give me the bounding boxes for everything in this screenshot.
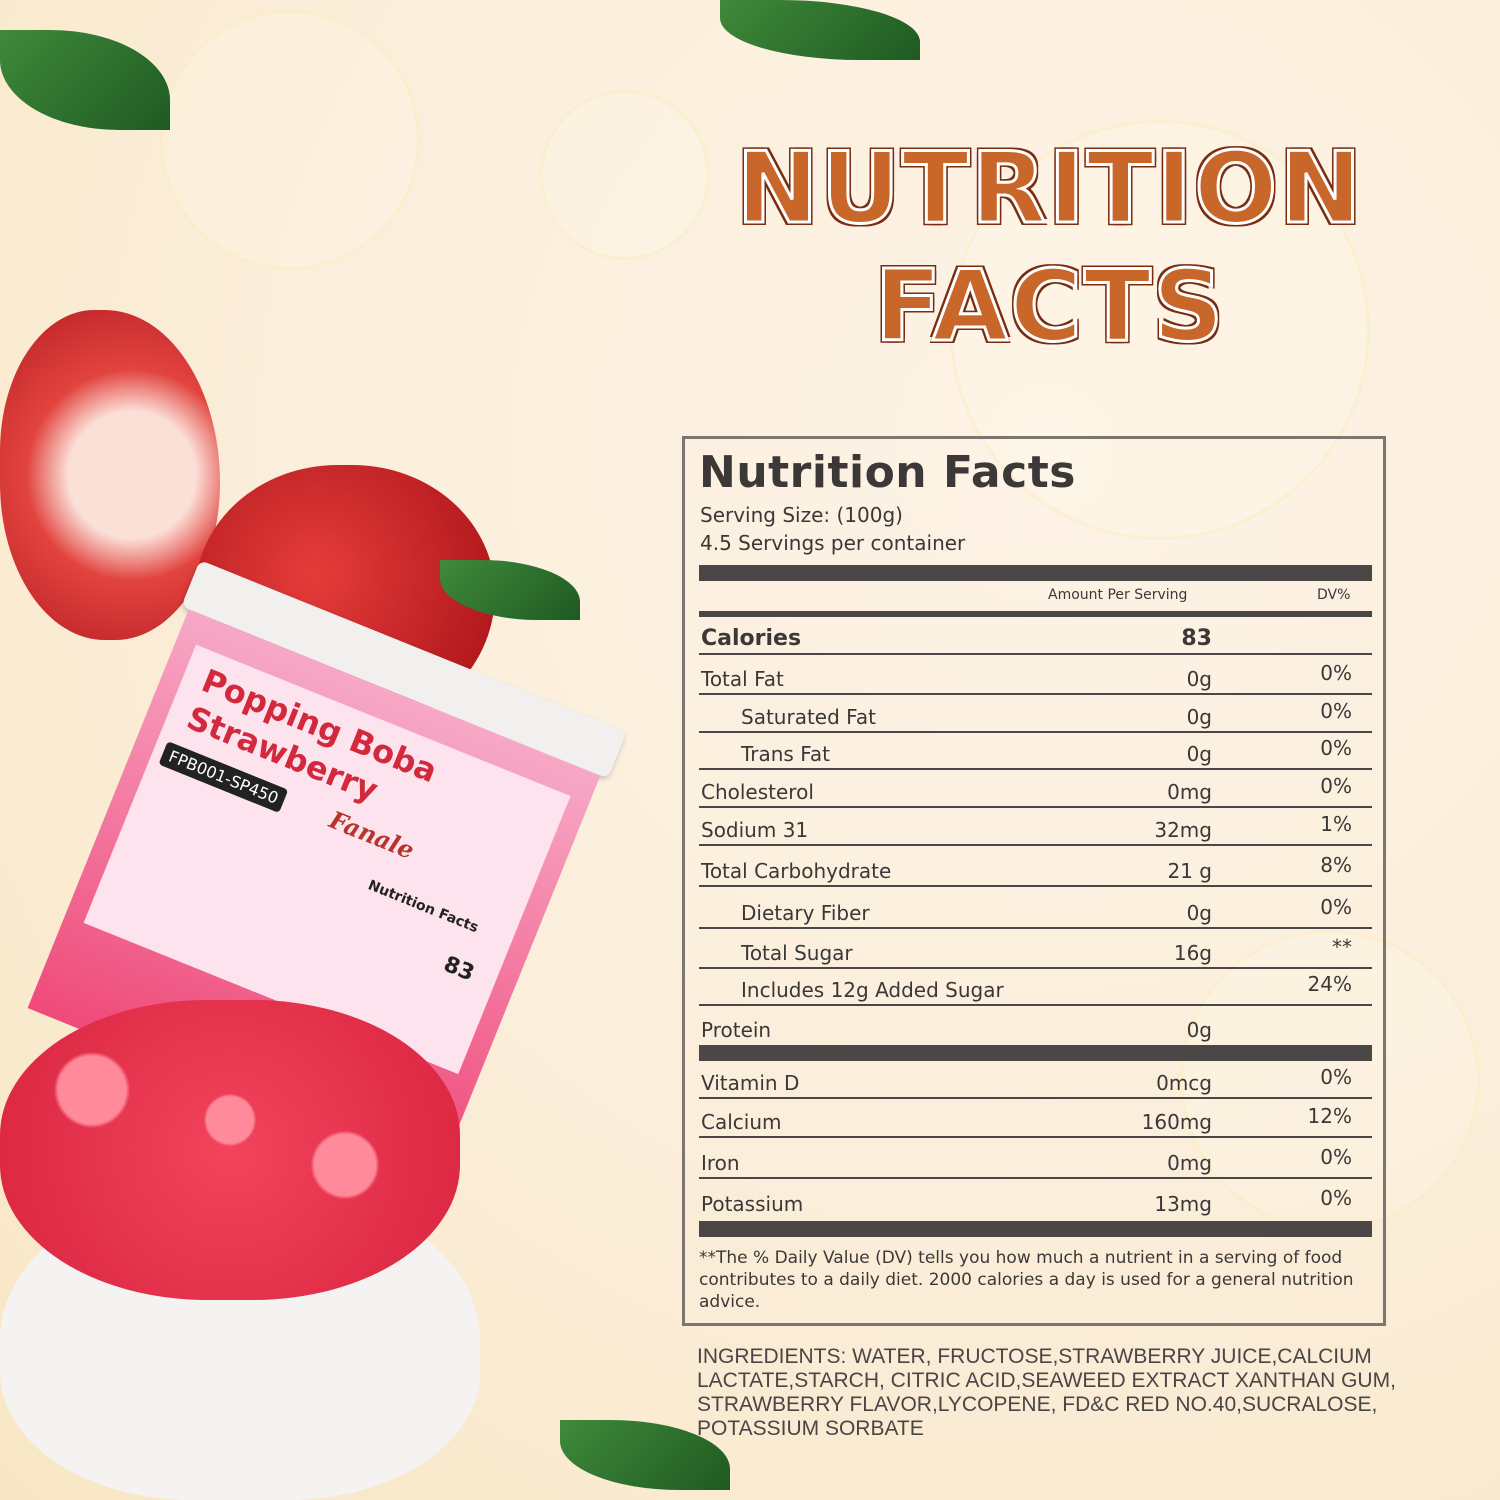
nutrition-row: Iron 0mg 0% <box>699 1141 1372 1179</box>
nutrient-name: Saturated Fat <box>741 705 876 729</box>
divider <box>699 611 1372 617</box>
nutrient-amount: 13mg <box>1154 1192 1212 1216</box>
nutrition-row: Saturated Fat 0g 0% <box>699 695 1372 733</box>
nutrient-amount: 0mg <box>1167 780 1212 804</box>
nutrient-amount: 21 g <box>1167 859 1212 883</box>
title-line-1: NUTRITION <box>735 131 1364 248</box>
nutrient-name: Total Carbohydrate <box>701 859 892 883</box>
nutrient-amount: 0mcg <box>1156 1071 1212 1095</box>
leaf-image <box>0 30 170 130</box>
nutrient-name: Calcium <box>701 1110 782 1134</box>
nutrition-row: Sodium 31 32mg 1% <box>699 808 1372 846</box>
nutrient-dv: 0% <box>1320 1065 1352 1089</box>
nutrition-row: Protein 0g <box>699 1006 1372 1044</box>
nutrient-dv: 8% <box>1320 853 1352 877</box>
nutrient-name: Vitamin D <box>701 1071 800 1095</box>
nutrition-row: Potassium 13mg 0% <box>699 1180 1372 1218</box>
nutrient-name: Protein <box>701 1018 772 1042</box>
label-calories: 83 <box>439 951 478 987</box>
title-line-2: FACTS <box>873 249 1226 366</box>
nutrient-amount: 83 <box>1181 626 1212 651</box>
nutrition-row: Calories 83 <box>699 617 1372 655</box>
ingredients-text: INGREDIENTS: WATER, FRUCTOSE,STRAWBERRY … <box>697 1345 1396 1440</box>
divider-thick <box>699 1221 1372 1237</box>
boba-pearls <box>0 1000 460 1300</box>
bubble <box>160 10 420 270</box>
nutrient-dv: 0% <box>1320 1145 1352 1169</box>
nutrient-amount: 32mg <box>1154 818 1212 842</box>
nutrient-name: Includes 12g Added Sugar <box>741 978 1004 1002</box>
nutrition-row: Total Sugar 16g ** <box>699 931 1372 969</box>
nutrient-amount: 0g <box>1186 742 1212 766</box>
nutrient-name: Total Sugar <box>741 941 853 965</box>
nutrient-name: Total Fat <box>701 667 784 691</box>
nutrient-name: Calories <box>701 626 802 651</box>
brand-logo: Fanale <box>325 804 419 865</box>
nutrient-dv: ** <box>1332 935 1352 959</box>
divider-thick <box>699 1045 1372 1061</box>
nutrient-dv: 0% <box>1320 736 1352 760</box>
nutrition-row: Dietary Fiber 0g 0% <box>699 891 1372 929</box>
nutrient-amount: 0g <box>1186 667 1212 691</box>
nutrient-name: Dietary Fiber <box>741 901 870 925</box>
bubble <box>950 120 1370 540</box>
nutrition-row: Cholesterol 0mg 0% <box>699 770 1372 808</box>
nutrient-amount: 0g <box>1186 705 1212 729</box>
leaf-image <box>720 0 920 60</box>
divider-thick <box>699 565 1372 581</box>
nutrient-amount: 0g <box>1186 901 1212 925</box>
nutrient-amount: 0mg <box>1167 1151 1212 1175</box>
serving-size: Serving Size: (100g) <box>700 503 903 527</box>
bubble <box>1180 930 1480 1230</box>
nutrient-dv: 0% <box>1320 661 1352 685</box>
nutrient-amount: 160mg <box>1141 1110 1212 1134</box>
nutrient-amount: 0g <box>1186 1018 1212 1042</box>
servings-per-container: 4.5 Servings per container <box>700 531 966 555</box>
nutrient-amount: 16g <box>1173 941 1212 965</box>
nutrition-row: Total Fat 0g 0% <box>699 657 1372 695</box>
nutrient-name: Potassium <box>701 1192 804 1216</box>
col-header-amount: Amount Per Serving <box>1048 587 1188 603</box>
nutrient-name: Sodium 31 <box>701 818 809 842</box>
nutrient-name: Trans Fat <box>741 742 830 766</box>
nutrient-name: Cholesterol <box>701 780 814 804</box>
label-nutrition-title: Nutrition Facts <box>365 877 481 937</box>
page-title: NUTRITION FACTS <box>700 130 1400 366</box>
nutrition-row: Vitamin D 0mcg 0% <box>699 1061 1372 1099</box>
nutrient-dv: 0% <box>1320 1186 1352 1210</box>
nutrition-facts-panel: Nutrition Facts Serving Size: (100g) 4.5… <box>682 436 1386 1326</box>
bubble <box>540 90 710 260</box>
nutrient-dv: 0% <box>1320 699 1352 723</box>
nutrition-row: Includes 12g Added Sugar 24% <box>699 968 1372 1006</box>
nutrition-row: Calcium 160mg 12% <box>699 1100 1372 1138</box>
nutrient-name: Iron <box>701 1151 740 1175</box>
nutrition-row: Total Carbohydrate 21 g 8% <box>699 849 1372 887</box>
nutrient-dv: 0% <box>1320 774 1352 798</box>
footnote: **The % Daily Value (DV) tells you how m… <box>699 1248 1354 1312</box>
nutrient-dv: 24% <box>1307 972 1352 996</box>
strawberry-image <box>0 310 220 640</box>
panel-title: Nutrition Facts <box>699 447 1076 498</box>
nutrient-dv: 0% <box>1320 895 1352 919</box>
col-header-dv: DV% <box>1317 587 1351 603</box>
nutrient-dv: 1% <box>1320 812 1352 836</box>
nutrition-row: Trans Fat 0g 0% <box>699 732 1372 770</box>
nutrient-dv: 12% <box>1307 1104 1352 1128</box>
